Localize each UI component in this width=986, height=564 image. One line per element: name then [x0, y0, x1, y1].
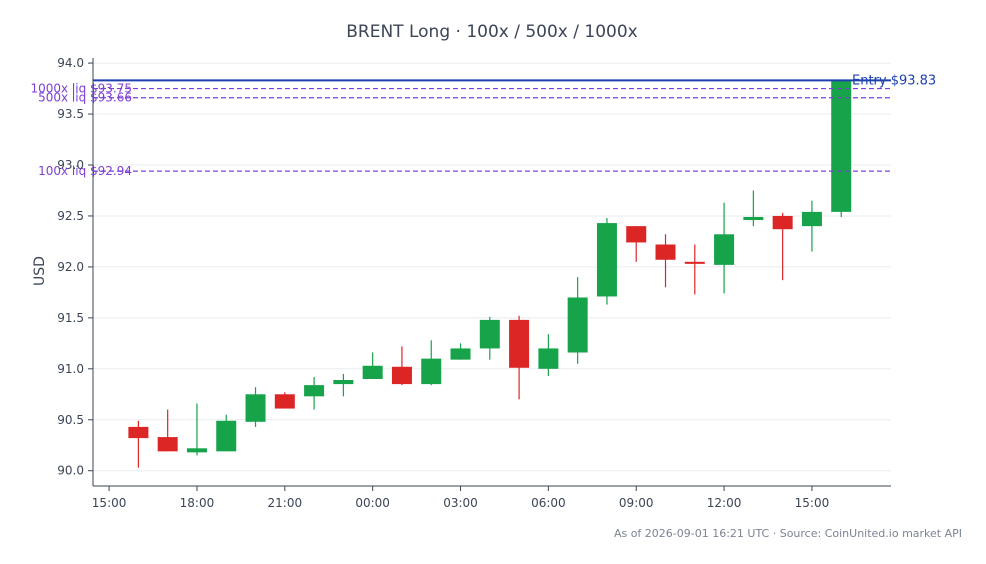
y-tick-label: 91.5 [57, 311, 84, 325]
y-tick-label: 90.5 [57, 413, 84, 427]
x-tick-label: 21:00 [268, 496, 303, 510]
liquidation-label: 100x liq $92.94 [38, 164, 132, 178]
candle-body-up [714, 234, 735, 265]
footer-source-text: As of 2026-09-01 16:21 UTC · Source: Coi… [614, 527, 962, 540]
candle-body-down [655, 244, 676, 260]
y-tick-label: 93.0 [57, 158, 84, 172]
y-tick-label: 92.5 [57, 209, 84, 223]
candle-body-up [567, 297, 588, 353]
candle-body-up [186, 448, 207, 453]
x-tick-label: 18:00 [180, 496, 215, 510]
y-axis-label: USD [32, 256, 48, 286]
candle-body-down [772, 215, 793, 230]
candle-body-up [304, 385, 325, 397]
candle-body-up [479, 319, 500, 349]
liquidation-label: 500x liq $93.66 [38, 91, 132, 105]
candle-body-up [596, 223, 617, 297]
candle-body-down [128, 426, 149, 439]
candle-body-down [274, 394, 295, 409]
x-tick-label: 15:00 [795, 496, 830, 510]
candle-body-up [743, 216, 764, 221]
x-tick-label: 15:00 [92, 496, 127, 510]
candle-body-up [245, 394, 266, 422]
chart-title: BRENT Long · 100x / 500x / 1000x [346, 22, 637, 42]
entry-price-label: Entry $93.83 [852, 73, 936, 88]
candle-body-up [450, 348, 471, 360]
y-tick-label: 93.5 [57, 107, 84, 121]
candle-body-down [157, 437, 178, 452]
candle-body-down [626, 226, 647, 243]
x-tick-label: 06:00 [531, 496, 566, 510]
candle-body-up [421, 358, 442, 385]
y-tick-label: 94.0 [57, 56, 84, 70]
axes-layer: 90.0 90.5 91.0 91.5 92.0 92.5 93.0 93.5 94.0 15:0… [57, 56, 891, 510]
liquidation-label: 1000x liq $93.75 [30, 82, 132, 96]
candle-body-down [684, 261, 705, 264]
y-tick-label: 92.0 [57, 260, 84, 274]
grid-layer [93, 62, 891, 472]
candle-body-up [538, 348, 559, 369]
y-tick-label: 91.0 [57, 362, 84, 376]
x-tick-label: 12:00 [707, 496, 742, 510]
y-tick-label: 90.0 [57, 464, 84, 478]
candles-layer [128, 80, 852, 468]
x-tick-label: 00:00 [355, 496, 390, 510]
candle-body-down [509, 319, 530, 368]
candle-body-up [831, 80, 852, 212]
x-tick-label: 09:00 [619, 496, 654, 510]
candle-body-up [801, 211, 822, 227]
candle-body-down [391, 366, 412, 385]
candle-body-up [362, 365, 383, 379]
candle-body-up [216, 420, 237, 452]
x-tick-label: 03:00 [443, 496, 478, 510]
candle-body-up [333, 380, 354, 385]
